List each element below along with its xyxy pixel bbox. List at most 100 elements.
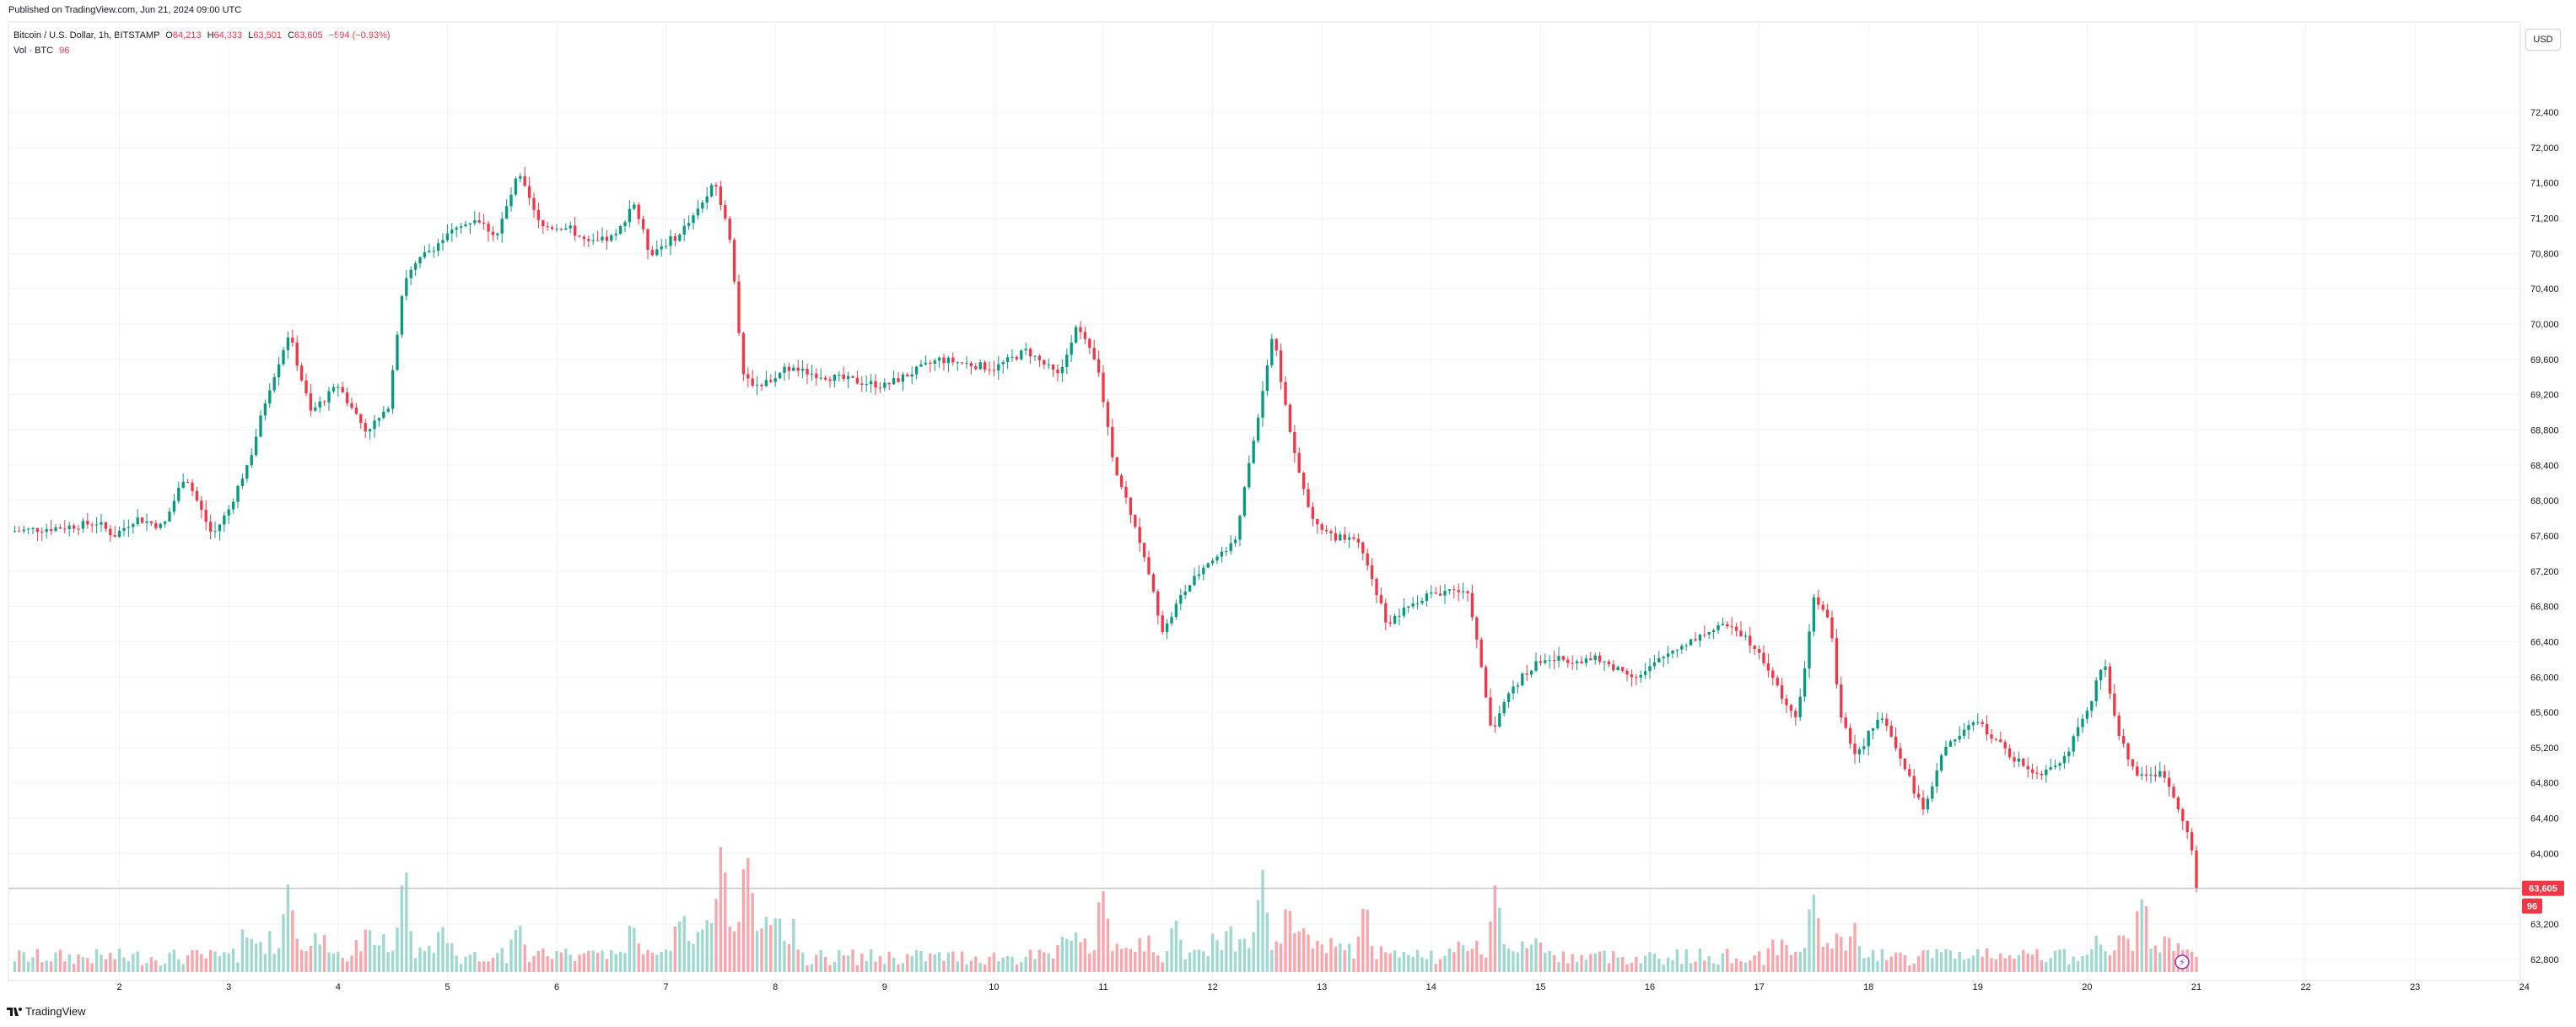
date-tick-label: 8 — [773, 982, 778, 992]
candle-body — [569, 225, 572, 229]
price-tick-label: 62,800 — [2530, 955, 2559, 965]
volume-bar — [291, 910, 294, 972]
currency-button[interactable]: USD — [2525, 29, 2561, 51]
candle-body — [1398, 615, 1401, 617]
candle-body — [400, 295, 404, 335]
volume-bar — [386, 952, 390, 972]
volume-bar — [127, 960, 131, 972]
volume-bar — [2195, 957, 2198, 972]
volume-bar — [1033, 959, 1037, 972]
candle-body — [869, 381, 873, 385]
candle-body — [1580, 661, 1583, 663]
volume-bar — [851, 949, 854, 972]
price-tick-label: 63,200 — [2530, 920, 2559, 930]
candle-body — [618, 225, 622, 234]
volume-bar — [90, 963, 94, 972]
candle-body — [1111, 426, 1114, 457]
candle-body — [1393, 615, 1397, 624]
candle-body — [1479, 639, 1483, 668]
volume-bar — [1620, 957, 1625, 972]
candle-body — [509, 194, 513, 207]
candle-body — [1506, 693, 1511, 703]
candle-body — [1521, 673, 1524, 686]
volume-bar — [1275, 941, 1278, 972]
time-axis[interactable]: 2 3 4 5 6 7 8 9 10 11 12 13 14 15 16 17 18 19 20 21 22 23 24 — [117, 982, 2530, 992]
candle-body — [86, 521, 89, 525]
candle-body — [504, 206, 509, 219]
candle-body — [1115, 457, 1118, 476]
volume-bar — [18, 950, 21, 972]
volume-bar — [696, 932, 700, 972]
volume-bar — [1766, 948, 1770, 972]
candle-body — [2035, 772, 2039, 774]
candle-body — [1270, 338, 1274, 365]
volume-bar — [869, 949, 873, 972]
candle-body — [459, 226, 463, 228]
volume-bar — [26, 961, 30, 972]
candle-body — [1529, 670, 1533, 675]
candle-body — [1106, 402, 1110, 427]
candle-body — [455, 227, 458, 230]
volume-bar — [1876, 960, 1879, 972]
volume-bar — [1981, 956, 1984, 972]
candle-body — [746, 374, 750, 379]
volume-bar — [181, 964, 185, 972]
volume-bar — [1037, 949, 1042, 972]
candle-body — [833, 374, 837, 381]
alert-icon[interactable]: ⚡ — [2175, 954, 2190, 970]
volume-bar — [1074, 932, 1078, 972]
candle-body — [1912, 776, 1916, 794]
volume-bar — [314, 932, 317, 972]
volume-bar — [2167, 938, 2171, 972]
candle-body — [1999, 739, 2002, 743]
volume-bar — [1028, 949, 1032, 972]
candle-body — [445, 233, 450, 241]
volume-bar — [272, 954, 276, 972]
alert-icon-glyph[interactable]: ⚡ — [2179, 957, 2185, 968]
price-axis[interactable]: 62,80063,20063,60064,00064,40064,80065,2… — [2530, 108, 2559, 965]
candle-body — [773, 378, 777, 382]
tradingview-logo[interactable]: TradingView — [7, 1005, 86, 1018]
date-tick-label: 12 — [1207, 982, 1217, 992]
volume-bar — [1552, 954, 1556, 972]
candle-body — [1447, 589, 1452, 592]
candle-body — [1242, 487, 1247, 516]
candle-body — [63, 528, 67, 530]
date-tick-label: 13 — [1317, 982, 1327, 992]
volume-bar — [413, 958, 418, 972]
volume-bar — [969, 960, 973, 972]
candle-body — [633, 204, 636, 209]
candle-body — [391, 370, 395, 409]
open-label: O — [165, 30, 173, 41]
volume-bar — [956, 961, 959, 972]
volume-bar — [227, 953, 230, 972]
volume-bar — [618, 951, 622, 972]
volume-bar — [1060, 937, 1064, 972]
candle-body — [1134, 515, 1137, 527]
candle-body — [1548, 660, 1551, 662]
date-tick-label: 20 — [2082, 982, 2092, 992]
candle-body — [1452, 589, 1456, 591]
candle-body — [542, 219, 545, 227]
volume-bar — [72, 964, 76, 972]
candle-body — [1876, 720, 1879, 729]
volume-bar — [77, 954, 80, 972]
candle-body — [1675, 649, 1679, 651]
candle-body — [933, 360, 936, 364]
candle-body — [35, 527, 40, 532]
candle-body — [2140, 774, 2143, 776]
candle-body — [45, 529, 48, 532]
alert-icon-circle[interactable] — [2175, 954, 2190, 970]
volume-bar — [1493, 885, 1497, 972]
candle-body — [26, 528, 30, 530]
candle-body — [1671, 650, 1674, 654]
volume-bar — [1990, 958, 1993, 972]
candle-body — [1762, 652, 1765, 664]
volume-bar — [1625, 964, 1629, 972]
volume-bar — [1156, 955, 1160, 972]
volume-bar — [924, 961, 928, 972]
volume-bar — [892, 957, 896, 972]
volume-bar — [628, 926, 632, 972]
volume-bar — [1111, 950, 1114, 972]
